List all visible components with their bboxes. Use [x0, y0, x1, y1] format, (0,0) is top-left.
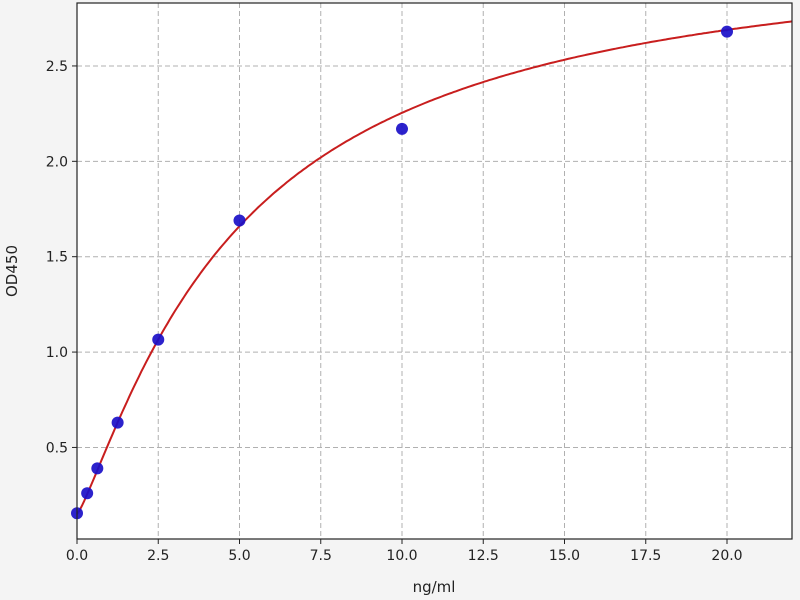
plot-frame	[76, 2, 793, 540]
data-point	[233, 214, 246, 227]
x-tick-label: 5.0	[228, 548, 250, 564]
y-tick-label: 1.0	[46, 345, 68, 361]
x-tick-label: 10.0	[386, 548, 417, 564]
x-tick-label: 7.5	[310, 548, 332, 564]
data-point	[91, 462, 104, 475]
y-tick-label: 1.5	[46, 250, 68, 266]
x-tick-label: 12.5	[468, 548, 499, 564]
x-tick-label: 0.0	[66, 548, 88, 564]
y-axis-label: OD450	[3, 245, 21, 297]
x-tick-label: 15.0	[549, 548, 580, 564]
y-tick-label: 0.5	[46, 440, 68, 456]
y-tick-label: 2.5	[46, 59, 68, 75]
x-tick-label: 2.5	[147, 548, 169, 564]
data-point	[396, 122, 408, 135]
data-point	[111, 416, 124, 429]
data-point	[721, 25, 733, 38]
plot-background	[77, 3, 792, 539]
grid	[76, 3, 792, 539]
x-tick-label: 17.5	[630, 548, 661, 564]
fit-curve	[76, 20, 793, 515]
data-point	[81, 487, 94, 500]
data-points	[71, 25, 733, 520]
x-tick-label: 20.0	[711, 548, 742, 564]
ticks: 0.0 2.5 5.0 7.5 10.0 12.5 15.0 17.5 20.0 0.5 1.0 1.…	[46, 59, 743, 564]
x-axis-label: ng/ml	[413, 578, 456, 596]
data-point	[152, 333, 165, 346]
y-tick-label: 2.0	[46, 154, 68, 170]
